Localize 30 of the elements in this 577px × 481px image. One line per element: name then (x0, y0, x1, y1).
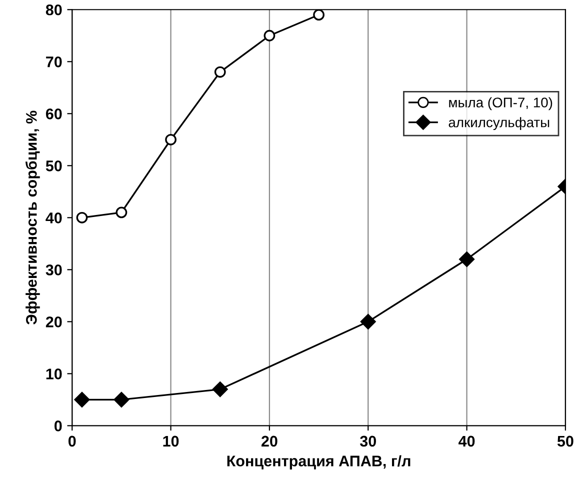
point (212, 382, 228, 397)
point (264, 30, 276, 42)
y-tick-label: 60 (46, 108, 62, 120)
y-tick-label: 20 (46, 316, 62, 328)
y-tick-label: 40 (46, 212, 62, 224)
point (165, 134, 176, 146)
y-tick-label: 50 (46, 160, 62, 172)
legend-label: мыла (ОП-7, 10) (449, 97, 552, 110)
x-tick-label: 40 (458, 436, 475, 447)
y-tick-label: 0 (54, 420, 62, 432)
legend-label: алкилсульфаты (448, 117, 550, 130)
x-tick-label: 20 (261, 436, 278, 447)
point (313, 10, 324, 21)
y-tick-label: 30 (46, 264, 62, 276)
x-tick-label: 50 (557, 436, 574, 447)
point (459, 252, 475, 267)
x-tick-label: 0 (68, 436, 76, 447)
x-tick-label: 10 (163, 436, 179, 447)
y-tick-label: 70 (46, 56, 62, 68)
x-axis-title: Концентрация АПАВ, г/л (227, 455, 410, 470)
y-tick-label: 80 (46, 4, 62, 16)
point (214, 66, 226, 78)
point (76, 212, 88, 224)
point (74, 392, 90, 408)
x-tick-label: 30 (360, 436, 376, 447)
point (116, 206, 128, 218)
point (360, 314, 376, 330)
point (114, 392, 130, 408)
y-tick-label: 10 (46, 368, 62, 380)
y-axis-title: Эффективность сорбции, % (25, 110, 40, 325)
